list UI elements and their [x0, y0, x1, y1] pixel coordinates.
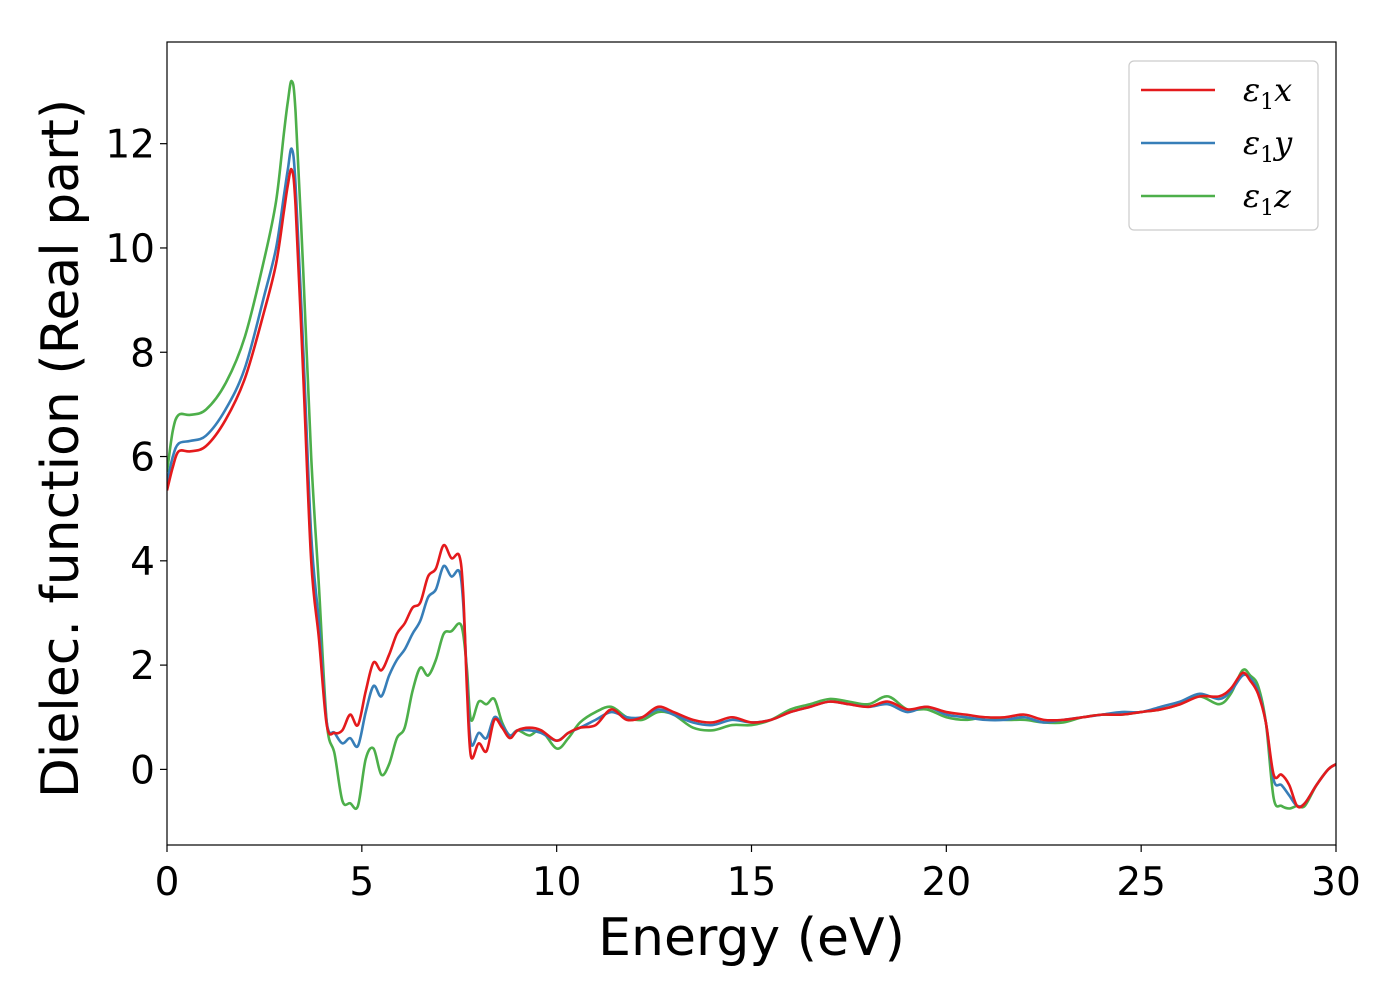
legend-label: ε1z: [1243, 177, 1292, 221]
legend-label-subscript: 1: [1260, 90, 1274, 115]
legend-label-base: ε: [1243, 71, 1260, 109]
y-tick-label: 0: [130, 748, 155, 793]
legend-label-base: ε: [1243, 124, 1260, 162]
legend-label-base: ε: [1243, 177, 1260, 215]
legend-label: ε1x: [1243, 71, 1292, 115]
x-tick-label: 25: [1116, 860, 1166, 905]
series-line-x: [167, 167, 1336, 809]
legend-frame: [1128, 60, 1319, 231]
y-tick-label: 2: [130, 644, 155, 689]
x-tick-label: 5: [349, 860, 374, 905]
y-tick-label: 12: [105, 123, 155, 168]
y-axis-title: Dielec. function (Real part): [31, 99, 91, 798]
x-tick-label: 30: [1311, 860, 1361, 905]
x-tick-label: 20: [922, 860, 972, 905]
legend-label-suffix: y: [1272, 124, 1293, 162]
y-tick-label: 10: [105, 227, 155, 272]
legend-label-subscript: 1: [1260, 143, 1274, 168]
x-tick-label: 0: [155, 860, 180, 905]
series-layer: [167, 79, 1336, 811]
legend-label-suffix: z: [1273, 177, 1292, 215]
y-axis-ticks: 0 2 4 6 8 10 12: [105, 123, 167, 793]
legend-label-suffix: x: [1274, 71, 1292, 109]
y-tick-label: 4: [130, 540, 155, 585]
x-axis-ticks: 0 5 10 15 20 25 30: [155, 845, 1361, 905]
x-tick-label: 10: [532, 860, 582, 905]
legend-label: ε1y: [1243, 124, 1293, 168]
legend-label-subscript: 1: [1260, 196, 1274, 221]
x-tick-label: 15: [727, 860, 777, 905]
y-tick-label: 8: [130, 331, 155, 376]
y-tick-label: 6: [130, 436, 155, 481]
x-axis-title: Energy (eV): [598, 908, 905, 968]
